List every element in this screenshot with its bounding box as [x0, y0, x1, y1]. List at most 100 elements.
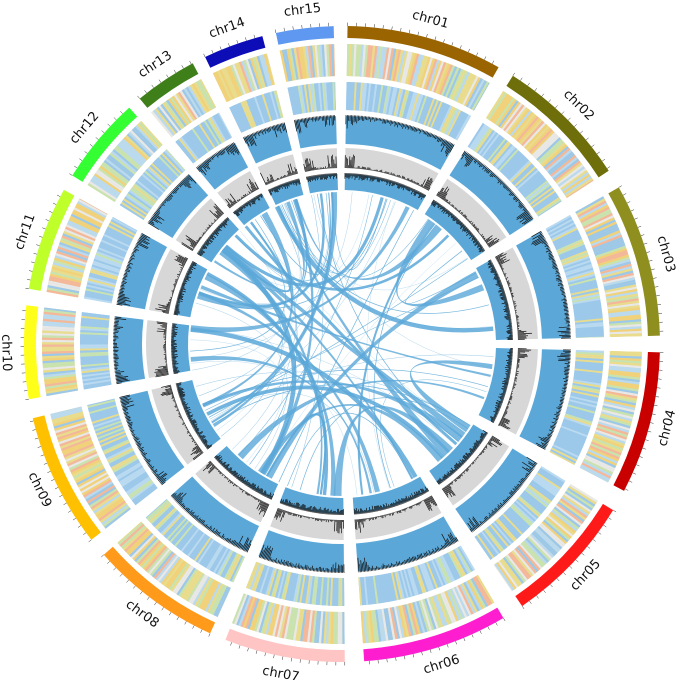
heatmap-inner-cell: [495, 519, 516, 542]
heatmap-outer-cell: [162, 102, 184, 130]
heatmap-outer-cell: [83, 479, 112, 498]
heatmap-inner-cell: [315, 576, 321, 605]
heatmap-inner-cell: [108, 449, 134, 464]
histogram-bar: [174, 186, 179, 191]
heatmap-inner-cell: [472, 126, 490, 151]
histogram-bar: [173, 492, 182, 500]
band-bar: [211, 222, 214, 225]
heatmap-outer-cell: [65, 447, 96, 462]
ribbon: [197, 198, 308, 310]
density-bar: [192, 261, 197, 265]
density-bar: [488, 260, 492, 263]
heatmap-outer-cell: [609, 355, 642, 359]
density-bar: [410, 188, 415, 195]
histogram-bar: [542, 437, 550, 441]
band-bar: [448, 483, 451, 486]
heatmap-outer-cell: [588, 447, 619, 462]
band-bar: [517, 356, 525, 359]
heatmap-outer-cell: [63, 230, 94, 245]
band-bar: [423, 176, 430, 189]
histogram-bar: [395, 563, 397, 567]
histogram-bar: [442, 139, 446, 146]
heatmap-inner-cell: [564, 261, 592, 273]
band-bar: [414, 181, 416, 184]
band-bar: [257, 498, 259, 501]
density-bar: [376, 176, 379, 182]
heatmap-inner-cell: [545, 214, 572, 231]
heatmap-outer-cell: [604, 394, 637, 404]
density-bar: [207, 237, 213, 243]
heatmap-inner-cell: [564, 415, 592, 426]
histogram-bar: [430, 551, 433, 555]
density-bar: [439, 477, 444, 483]
density-bar: [173, 372, 179, 375]
heatmap-inner-cell: [567, 406, 595, 416]
heatmap-outer-cell: [155, 553, 177, 581]
band-bar: [247, 493, 250, 496]
density-bar: [186, 271, 192, 274]
density-bar: [187, 415, 193, 419]
heatmap-inner-cell: [426, 99, 439, 127]
heatmap-outer-cell: [559, 168, 587, 189]
band-bar: [191, 446, 200, 452]
histogram-bar: [136, 242, 148, 250]
heatmap-inner-cell: [104, 442, 131, 457]
band-bar: [512, 386, 516, 388]
density-bar: [232, 211, 236, 215]
density-bar: [175, 382, 182, 385]
heatmap-outer-cell: [493, 96, 513, 124]
heatmap-inner-cell: [161, 514, 183, 536]
band-bar: [196, 444, 198, 446]
density-bar: [504, 300, 508, 303]
density-bar: [460, 223, 465, 228]
density-bar: [296, 502, 300, 510]
heatmap-outer-cell: [125, 529, 151, 554]
heatmap-outer-cell: [514, 114, 538, 141]
band-bar: [274, 507, 279, 518]
tick-chr12: [113, 117, 117, 121]
tick-chr01: [451, 42, 454, 46]
heatmap-outer-cell: [600, 265, 633, 277]
heatmap-inner-cell: [166, 517, 187, 540]
density-bar: [269, 189, 273, 195]
heatmap-inner-cell: [566, 408, 594, 418]
histogram-bar: [202, 523, 205, 527]
heatmap-outer-cell: [521, 120, 545, 147]
heatmap-outer-cell: [56, 248, 88, 261]
histogram-bar: [522, 206, 526, 209]
histogram-bar: [411, 126, 414, 131]
tick-chr04: [632, 472, 637, 475]
band-bar: [498, 258, 507, 264]
density-bar: [205, 241, 210, 245]
band-bar: [252, 182, 257, 191]
density-bar: [261, 492, 264, 496]
heatmap-inner-cell: [267, 568, 277, 596]
ideogram-chr07: [225, 628, 345, 663]
heatmap-outer-cell: [512, 549, 536, 576]
histogram-bar: [231, 142, 239, 155]
histogram-bar: [560, 402, 564, 405]
histogram-bar: [417, 554, 420, 560]
heatmap-inner-cell: [516, 498, 539, 519]
histogram-bar: [406, 124, 409, 128]
band-bar: [327, 155, 330, 169]
heatmap-inner-cell: [218, 550, 234, 577]
density-bar: [471, 237, 476, 241]
heatmap-inner-cell: [551, 227, 578, 242]
band-bar: [399, 509, 402, 513]
histogram-bar: [508, 492, 514, 497]
density-bar: [418, 191, 421, 196]
heatmap-outer-cell: [561, 496, 589, 517]
histogram-bar: [276, 561, 278, 564]
heatmap-outer-cell: [57, 427, 89, 440]
heatmap-inner-cell: [567, 273, 595, 284]
heatmap-outer-cell: [609, 330, 642, 335]
histogram-bar: [121, 282, 126, 284]
heatmap-outer-cell: [394, 49, 404, 82]
histogram-bar: [156, 209, 161, 213]
density-bar: [221, 222, 226, 226]
heatmap-outer-cell: [80, 475, 110, 494]
tick-chr03: [634, 217, 638, 220]
heatmap-outer-cell: [170, 563, 191, 592]
band-bar: [182, 423, 186, 425]
